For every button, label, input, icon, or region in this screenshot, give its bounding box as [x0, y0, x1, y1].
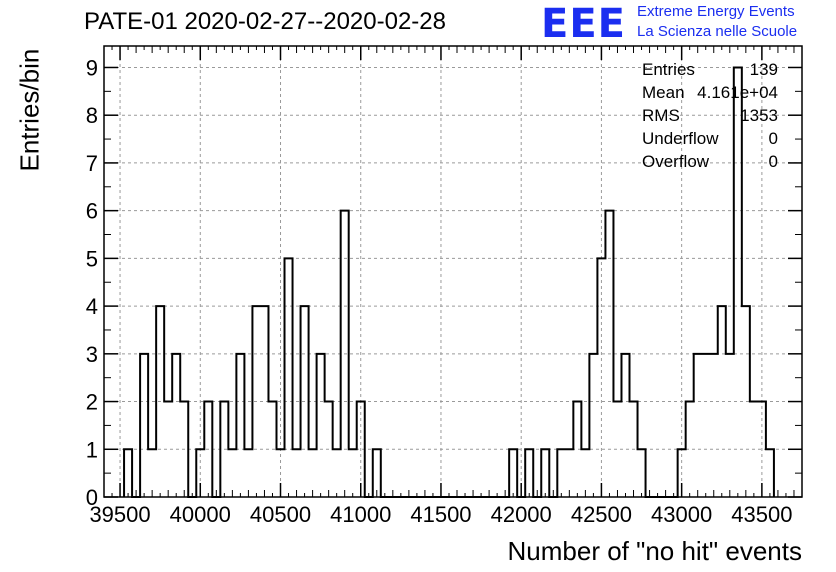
eee-logo-text: Extreme Energy Events La Scienza nelle S… [637, 2, 797, 42]
y-axis-ticks: 0 1 2 3 4 5 6 7 8 9 [86, 55, 802, 510]
x-tick-label: 39500 [89, 502, 150, 527]
chart-title: PATE-01 2020-02-27--2020-02-28 [84, 8, 446, 35]
stat-label: Entries [642, 60, 695, 79]
stat-value: 4.161e+04 [697, 83, 778, 102]
x-tick-label: 41000 [330, 502, 391, 527]
x-tick-label: 42500 [571, 502, 632, 527]
stat-label: Mean [642, 83, 685, 102]
stat-label: Underflow [642, 129, 719, 148]
stat-value: 0 [768, 152, 778, 171]
stat-underflow: Underflow 0 [642, 129, 782, 152]
plot-frame [103, 45, 803, 498]
x-tick-label: 40000 [170, 502, 231, 527]
x-tick-label: 43500 [731, 502, 792, 527]
y-tick-label: 5 [86, 246, 98, 271]
x-tick-label: 40500 [250, 502, 311, 527]
x-tick-label: 43000 [651, 502, 712, 527]
y-tick-label: 0 [86, 485, 98, 510]
stat-value: 139 [749, 60, 778, 79]
logo-line-1: Extreme Energy Events [637, 3, 795, 20]
y-tick-label: 6 [86, 199, 98, 224]
stat-value: 0 [768, 129, 778, 148]
stat-label: RMS [642, 106, 680, 125]
stat-label: Overflow [642, 152, 710, 171]
logo-line-2: La Scienza nelle Scuole [637, 23, 798, 40]
stat-mean: Mean 4.161e+04 [642, 83, 782, 106]
y-tick-label: 4 [86, 294, 98, 319]
y-tick-label: 8 [86, 103, 98, 128]
stat-overflow: Overflow 0 [642, 152, 782, 175]
stat-entries: Entries 139 [642, 60, 782, 83]
y-tick-label: 9 [86, 55, 98, 80]
x-axis-label: Number of "no hit" events [507, 536, 803, 566]
eee-logo-mark: EEE [541, 1, 626, 47]
x-tick-label: 41500 [410, 502, 471, 527]
y-axis-label: Entries/bin [14, 48, 45, 172]
stat-rms: RMS 1353 [642, 106, 782, 129]
y-tick-label: 7 [86, 151, 98, 176]
x-tick-label: 42000 [491, 502, 552, 527]
y-tick-label: 2 [86, 390, 98, 415]
stats-box: Entries 139 Mean 4.161e+04 RMS 1353 Unde… [642, 60, 782, 175]
x-axis-ticks: 39500 40000 40500 41000 41500 42000 42500 43000… [89, 46, 795, 527]
stat-value: 1353 [740, 106, 778, 125]
y-tick-label: 1 [86, 437, 98, 462]
y-tick-label: 3 [86, 342, 98, 367]
